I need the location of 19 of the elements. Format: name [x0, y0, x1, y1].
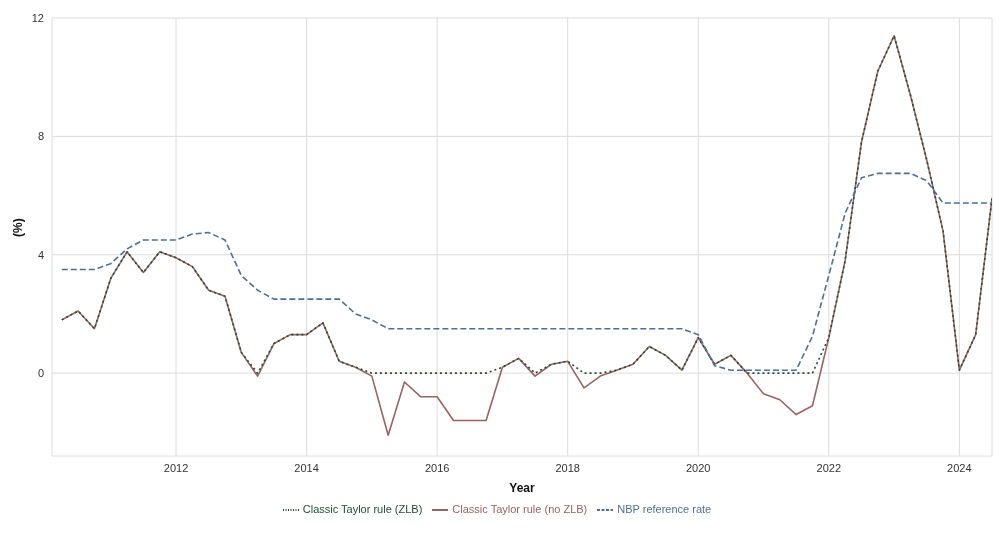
x-tick-label: 2014 [294, 461, 319, 474]
legend-label: NBP reference rate [617, 502, 712, 515]
x-tick-label: 2018 [555, 461, 580, 474]
x-tick-label: 2012 [163, 461, 189, 474]
y-tick-label: 12 [31, 11, 44, 24]
y-axis-title: (%) [11, 218, 26, 237]
line-series [60, 34, 992, 374]
x-tick-label: 2016 [424, 461, 450, 474]
y-tick-label: 0 [37, 367, 44, 380]
x-tick-label: 2020 [686, 461, 711, 474]
legend-label: Classic Taylor rule (no ZLB) [452, 502, 588, 515]
y-tick-label: 8 [37, 130, 44, 143]
x-tick-label: 2024 [947, 461, 972, 474]
x-tick-label: 2022 [816, 461, 842, 474]
x-axis-title: Year [509, 481, 536, 495]
legend-label: Classic Taylor rule (ZLB) [302, 502, 423, 515]
line-series [60, 172, 992, 371]
y-tick-label: 4 [37, 248, 44, 261]
line-series [60, 34, 992, 437]
